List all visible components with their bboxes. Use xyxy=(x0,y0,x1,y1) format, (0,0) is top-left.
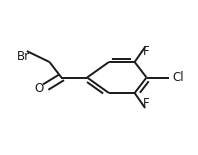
Text: F: F xyxy=(143,97,150,110)
Text: O: O xyxy=(34,82,44,95)
Text: Br: Br xyxy=(17,50,30,63)
Text: F: F xyxy=(143,45,150,58)
Text: Cl: Cl xyxy=(172,71,184,84)
